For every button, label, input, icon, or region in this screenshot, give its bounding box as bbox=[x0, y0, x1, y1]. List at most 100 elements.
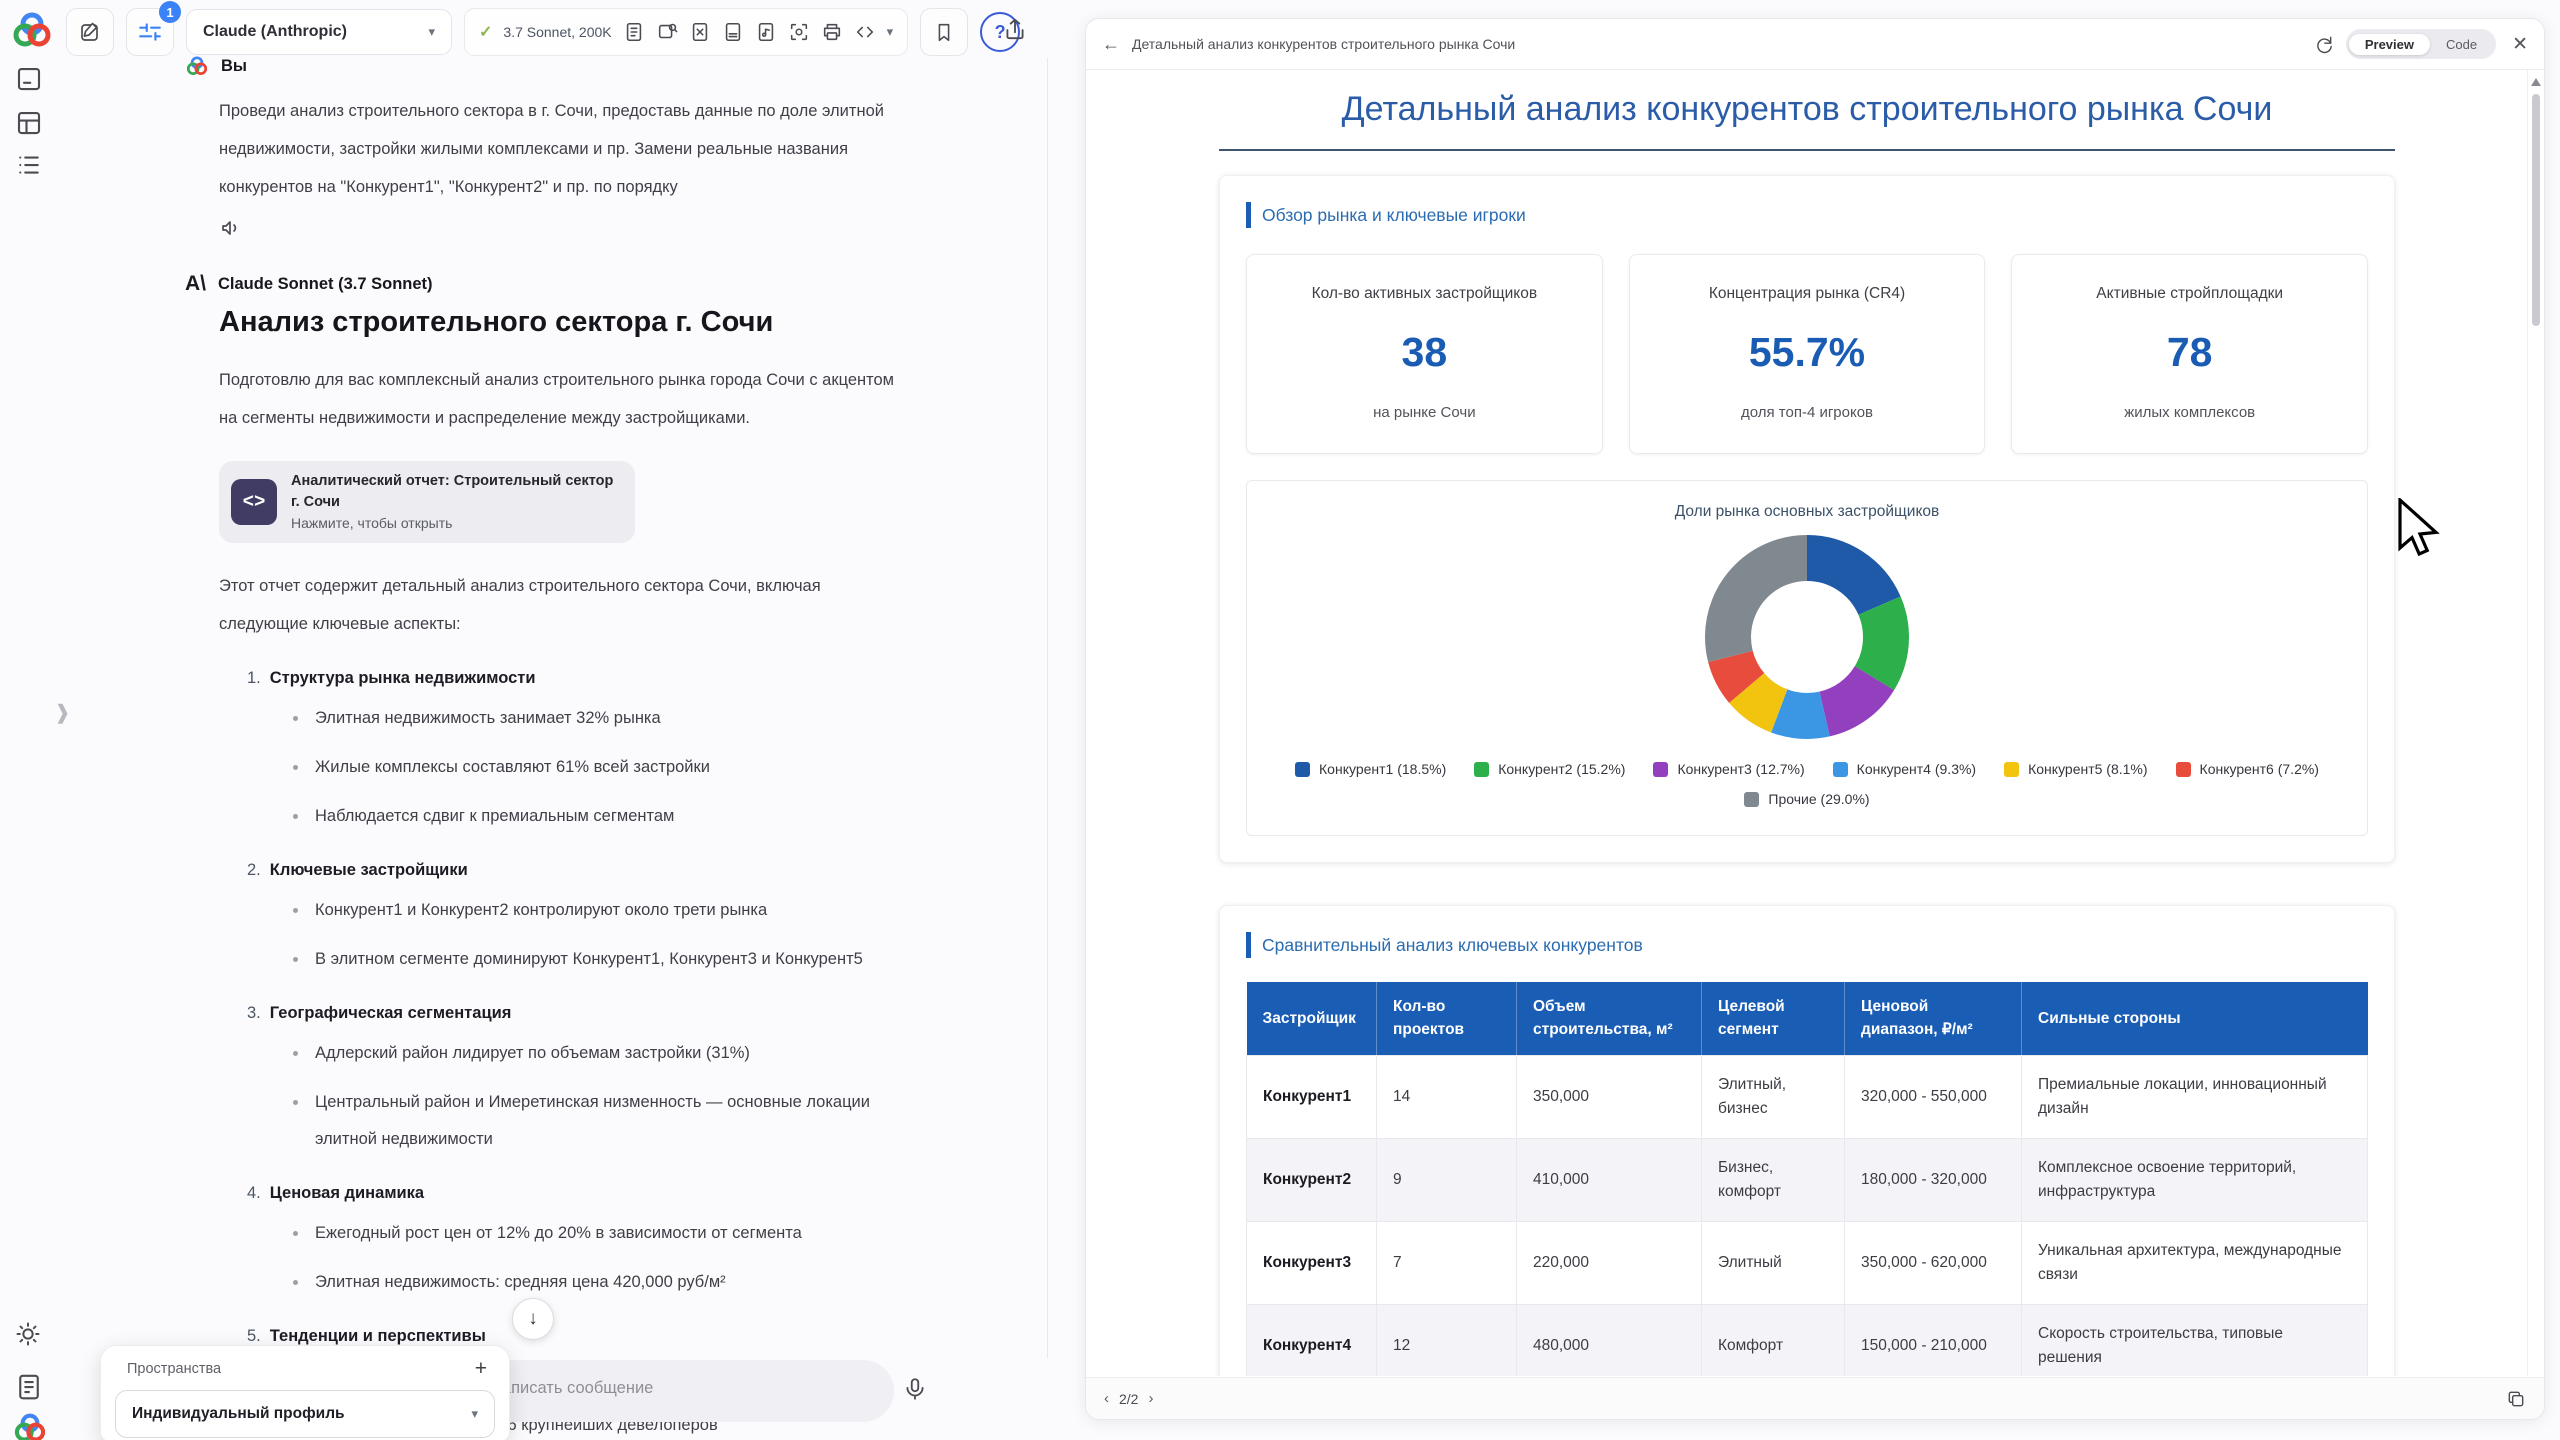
developer-name-cell: Конкурент1 bbox=[1246, 1054, 1377, 1139]
theme-icon[interactable] bbox=[14, 1320, 44, 1350]
back-icon[interactable]: ← bbox=[1102, 33, 1120, 54]
refresh-icon[interactable] bbox=[2314, 34, 2334, 54]
profile-dropdown[interactable]: Индивидуальный профиль ▾ bbox=[115, 1390, 495, 1438]
table-cell: 150,000 - 210,000 bbox=[1844, 1303, 2022, 1376]
legend-swatch bbox=[1832, 761, 1848, 777]
spreadsheet-icon[interactable] bbox=[689, 21, 711, 43]
table-cell: Скорость строительства, типовые решения bbox=[2021, 1303, 2368, 1376]
legend-label: Конкурент3 (12.7%) bbox=[1677, 761, 1805, 777]
user-message-text: Проведи анализ строительного сектора в г… bbox=[219, 102, 884, 196]
table-header-row: Застройщик Кол-во проектов Объем строитель… bbox=[1246, 982, 2368, 1055]
list-item: Элитная недвижимость занимает 32% рынка bbox=[293, 700, 875, 737]
outline-section: 3. Географическая сегментация Адлерский ра… bbox=[185, 1004, 895, 1158]
audio-file-icon[interactable] bbox=[755, 21, 777, 43]
code-icon[interactable] bbox=[854, 21, 876, 43]
overview-card: Обзор рынка и ключевые игроки Кол-во акт… bbox=[1219, 175, 2395, 863]
table-cell: 7 bbox=[1376, 1220, 1517, 1305]
table-row: Конкурент3 7 220,000 Элитный 350,000 - 620,0… bbox=[1246, 1220, 2368, 1305]
scrollbar-thumb[interactable] bbox=[2532, 94, 2540, 326]
image-search-icon[interactable] bbox=[656, 21, 678, 43]
table-cell: 320,000 - 550,000 bbox=[1844, 1054, 2022, 1139]
spaces-title: Пространства bbox=[127, 1361, 222, 1377]
legend-swatch bbox=[1744, 791, 1760, 807]
panel-scrollbar[interactable] bbox=[2527, 70, 2544, 1376]
assistant-name: Claude Sonnet (3.7 Sonnet) bbox=[218, 274, 433, 293]
preview-tab[interactable]: Preview bbox=[2348, 33, 2430, 55]
app-logo-bottom[interactable] bbox=[12, 1410, 48, 1440]
comparison-card: Сравнительный анализ ключевых конкуренто… bbox=[1219, 905, 2395, 1376]
code-artifact-icon: <> bbox=[231, 479, 277, 526]
copy-icon[interactable] bbox=[2506, 1389, 2526, 1409]
help-button[interactable]: ? bbox=[980, 12, 1021, 52]
legend-label: Конкурент6 (7.2%) bbox=[2199, 761, 2319, 777]
stat-card: Кол-во активных застройщиков 38 на рынке… bbox=[1246, 254, 1603, 454]
bookmark-button[interactable] bbox=[920, 8, 969, 56]
scroll-up-arrow[interactable] bbox=[2531, 78, 2541, 86]
microphone-icon[interactable] bbox=[902, 1376, 928, 1402]
version-indicator: 2/2 bbox=[1119, 1390, 1139, 1407]
table-cell: 220,000 bbox=[1516, 1220, 1702, 1305]
column-header: Застройщик bbox=[1246, 982, 1377, 1055]
list-item: Конкурент1 и Конкурент2 контролируют око… bbox=[293, 892, 875, 929]
version-pager: ‹ 2/2 › bbox=[1104, 1390, 1153, 1407]
notes-icon[interactable] bbox=[14, 1372, 44, 1402]
chat-panel-divider bbox=[1047, 58, 1048, 1358]
code-tab[interactable]: Code bbox=[2446, 36, 2478, 52]
list-item: Жилые комплексы составляют 61% всей заст… bbox=[293, 749, 875, 786]
message-input-placeholder: Написать сообщение bbox=[490, 1379, 654, 1397]
sidebar-collapse-handle[interactable]: ❱ bbox=[54, 702, 71, 724]
table-view-icon[interactable] bbox=[14, 108, 44, 138]
artifact-card[interactable]: <> Аналитический отчет: Строительный сек… bbox=[219, 461, 635, 544]
document-icon[interactable] bbox=[623, 21, 645, 43]
print-icon[interactable] bbox=[821, 21, 843, 43]
screenshot-icon[interactable] bbox=[788, 21, 810, 43]
market-share-chart: Доли рынка основных застройщиков Конкуре… bbox=[1246, 480, 2368, 836]
table-cell: 350,000 - 620,000 bbox=[1844, 1220, 2022, 1305]
assistant-intro: Подготовлю для вас комплексный анализ ст… bbox=[219, 371, 895, 427]
outline-section: 2. Ключевые застройщики Конкурент1 и Конку… bbox=[185, 861, 895, 978]
stat-card: Активные стройплощадки 78 жилых комплекс… bbox=[2011, 254, 2369, 454]
read-aloud-icon[interactable] bbox=[219, 216, 895, 240]
stats-row: Кол-во активных застройщиков 38 на рынке… bbox=[1246, 254, 2369, 454]
user-message: Вы Проведи анализ строительного сектора … bbox=[185, 52, 895, 240]
legend-item: Конкурент4 (9.3%) bbox=[1832, 761, 1976, 777]
settings-sliders-button[interactable]: 1 bbox=[126, 1, 181, 56]
model-selector[interactable]: Claude (Anthropic) ▾ bbox=[186, 9, 452, 55]
stat-sublabel: на рынке Сочи bbox=[1373, 404, 1476, 421]
new-chat-button[interactable] bbox=[66, 8, 114, 56]
title-divider bbox=[1219, 149, 2395, 151]
chat-panel-icon[interactable] bbox=[14, 64, 44, 94]
stat-label: Активные стройплощадки bbox=[2096, 285, 2284, 302]
table-cell: 12 bbox=[1376, 1303, 1517, 1376]
scroll-to-bottom-button[interactable]: ↓ bbox=[512, 1298, 554, 1340]
share-icon[interactable] bbox=[1002, 16, 1028, 42]
table-row: Конкурент4 12 480,000 Комфорт 150,000 - 210,… bbox=[1246, 1303, 2368, 1376]
section-accent-bar bbox=[1246, 202, 1251, 228]
legend-swatch bbox=[1653, 761, 1669, 777]
outline-section: 1. Структура рынка недвижимости Элитная не… bbox=[185, 669, 895, 835]
table-cell: 410,000 bbox=[1516, 1137, 1702, 1222]
outline-section-title: 5. Тенденции и перспективы bbox=[247, 1327, 486, 1346]
legend-item: Конкурент3 (12.7%) bbox=[1653, 761, 1805, 777]
table-row: Конкурент2 9 410,000 Бизнес, комфорт 180,000… bbox=[1246, 1137, 2368, 1222]
chevron-down-icon: ▾ bbox=[428, 24, 435, 39]
left-rail bbox=[0, 0, 66, 1440]
legend-label: Конкурент5 (8.1%) bbox=[2028, 761, 2148, 777]
list-view-icon[interactable] bbox=[14, 150, 44, 180]
legend-item: Прочие (29.0%) bbox=[1744, 791, 1870, 807]
legend-swatch bbox=[1474, 761, 1490, 777]
more-options-chevron-icon[interactable]: ▾ bbox=[886, 24, 894, 39]
chevron-down-icon: ▾ bbox=[471, 1406, 478, 1421]
add-space-button[interactable]: + bbox=[474, 1357, 487, 1380]
next-version-icon[interactable]: › bbox=[1148, 1390, 1154, 1407]
close-icon[interactable]: ✕ bbox=[2512, 33, 2528, 55]
table-cell: 350,000 bbox=[1516, 1054, 1702, 1139]
artifact-panel: ← Детальный анализ конкурентов строитель… bbox=[1085, 18, 2545, 1420]
table-cell: 180,000 - 320,000 bbox=[1844, 1137, 2022, 1222]
prev-version-icon[interactable]: ‹ bbox=[1104, 1390, 1109, 1407]
pdf-icon[interactable] bbox=[722, 21, 744, 43]
stat-card: Концентрация рынка (CR4) 55.7% доля топ-… bbox=[1628, 254, 1986, 454]
model-options-group: ✓ 3.7 Sonnet, 200K ▾ bbox=[464, 8, 909, 56]
app-logo[interactable] bbox=[10, 8, 54, 52]
outline-section-title: 3. Географическая сегментация bbox=[247, 1004, 512, 1023]
